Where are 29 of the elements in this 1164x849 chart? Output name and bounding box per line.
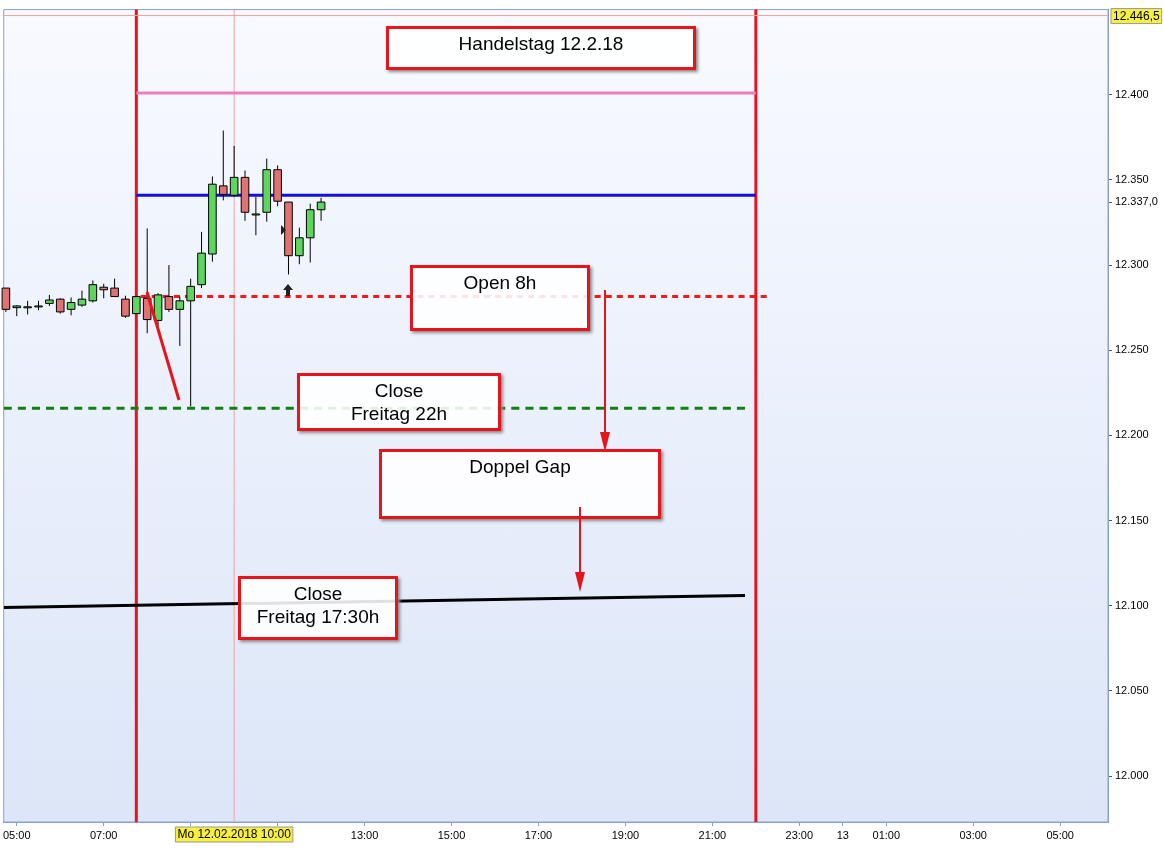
x-tick-label: 01:00 bbox=[872, 828, 901, 841]
x-tick-label: 13 bbox=[836, 828, 849, 841]
x-tick-label: 07:00 bbox=[89, 828, 118, 841]
x-tick-label: 21:00 bbox=[698, 828, 727, 841]
y-tick-label: 12.100 bbox=[1115, 598, 1149, 611]
ref-line-label: Mo 12.02.2018 10:00 bbox=[177, 827, 292, 842]
x-tick-label: 17:00 bbox=[524, 828, 553, 841]
y-tick-label: 12.050 bbox=[1115, 683, 1149, 696]
y-tick-label: 12.000 bbox=[1115, 769, 1149, 782]
x-tick-label: 23:00 bbox=[785, 828, 814, 841]
y-tick-label: 12.337,0 bbox=[1115, 195, 1158, 208]
x-tick-label: 19:00 bbox=[611, 828, 640, 841]
y-tick-label: 12.200 bbox=[1115, 428, 1149, 441]
y-tick-label: 12.250 bbox=[1115, 343, 1149, 356]
x-tick-label: 03:00 bbox=[959, 828, 987, 841]
y-tick-label: 12.300 bbox=[1115, 258, 1149, 271]
x-tick-label: 05:00 bbox=[1046, 828, 1074, 841]
y-tick-label: 12.400 bbox=[1115, 87, 1149, 100]
callout-box: Handelstag 12.2.18 bbox=[386, 26, 696, 70]
x-tick-label: 13:00 bbox=[350, 828, 379, 841]
callout-box: Open 8h bbox=[410, 265, 590, 331]
y-tick-label: 12.350 bbox=[1115, 172, 1149, 185]
callout-box: Close Freitag 22h bbox=[297, 373, 501, 431]
ref-line-label: 12.446,5 bbox=[1113, 8, 1161, 23]
x-tick-label: 05:00 bbox=[3, 828, 31, 841]
callout-box: Close Freitag 17:30h bbox=[238, 576, 398, 640]
y-tick-label: 12.150 bbox=[1115, 513, 1149, 526]
callout-box: Doppel Gap bbox=[379, 449, 661, 519]
x-tick-label: 15:00 bbox=[437, 828, 466, 841]
